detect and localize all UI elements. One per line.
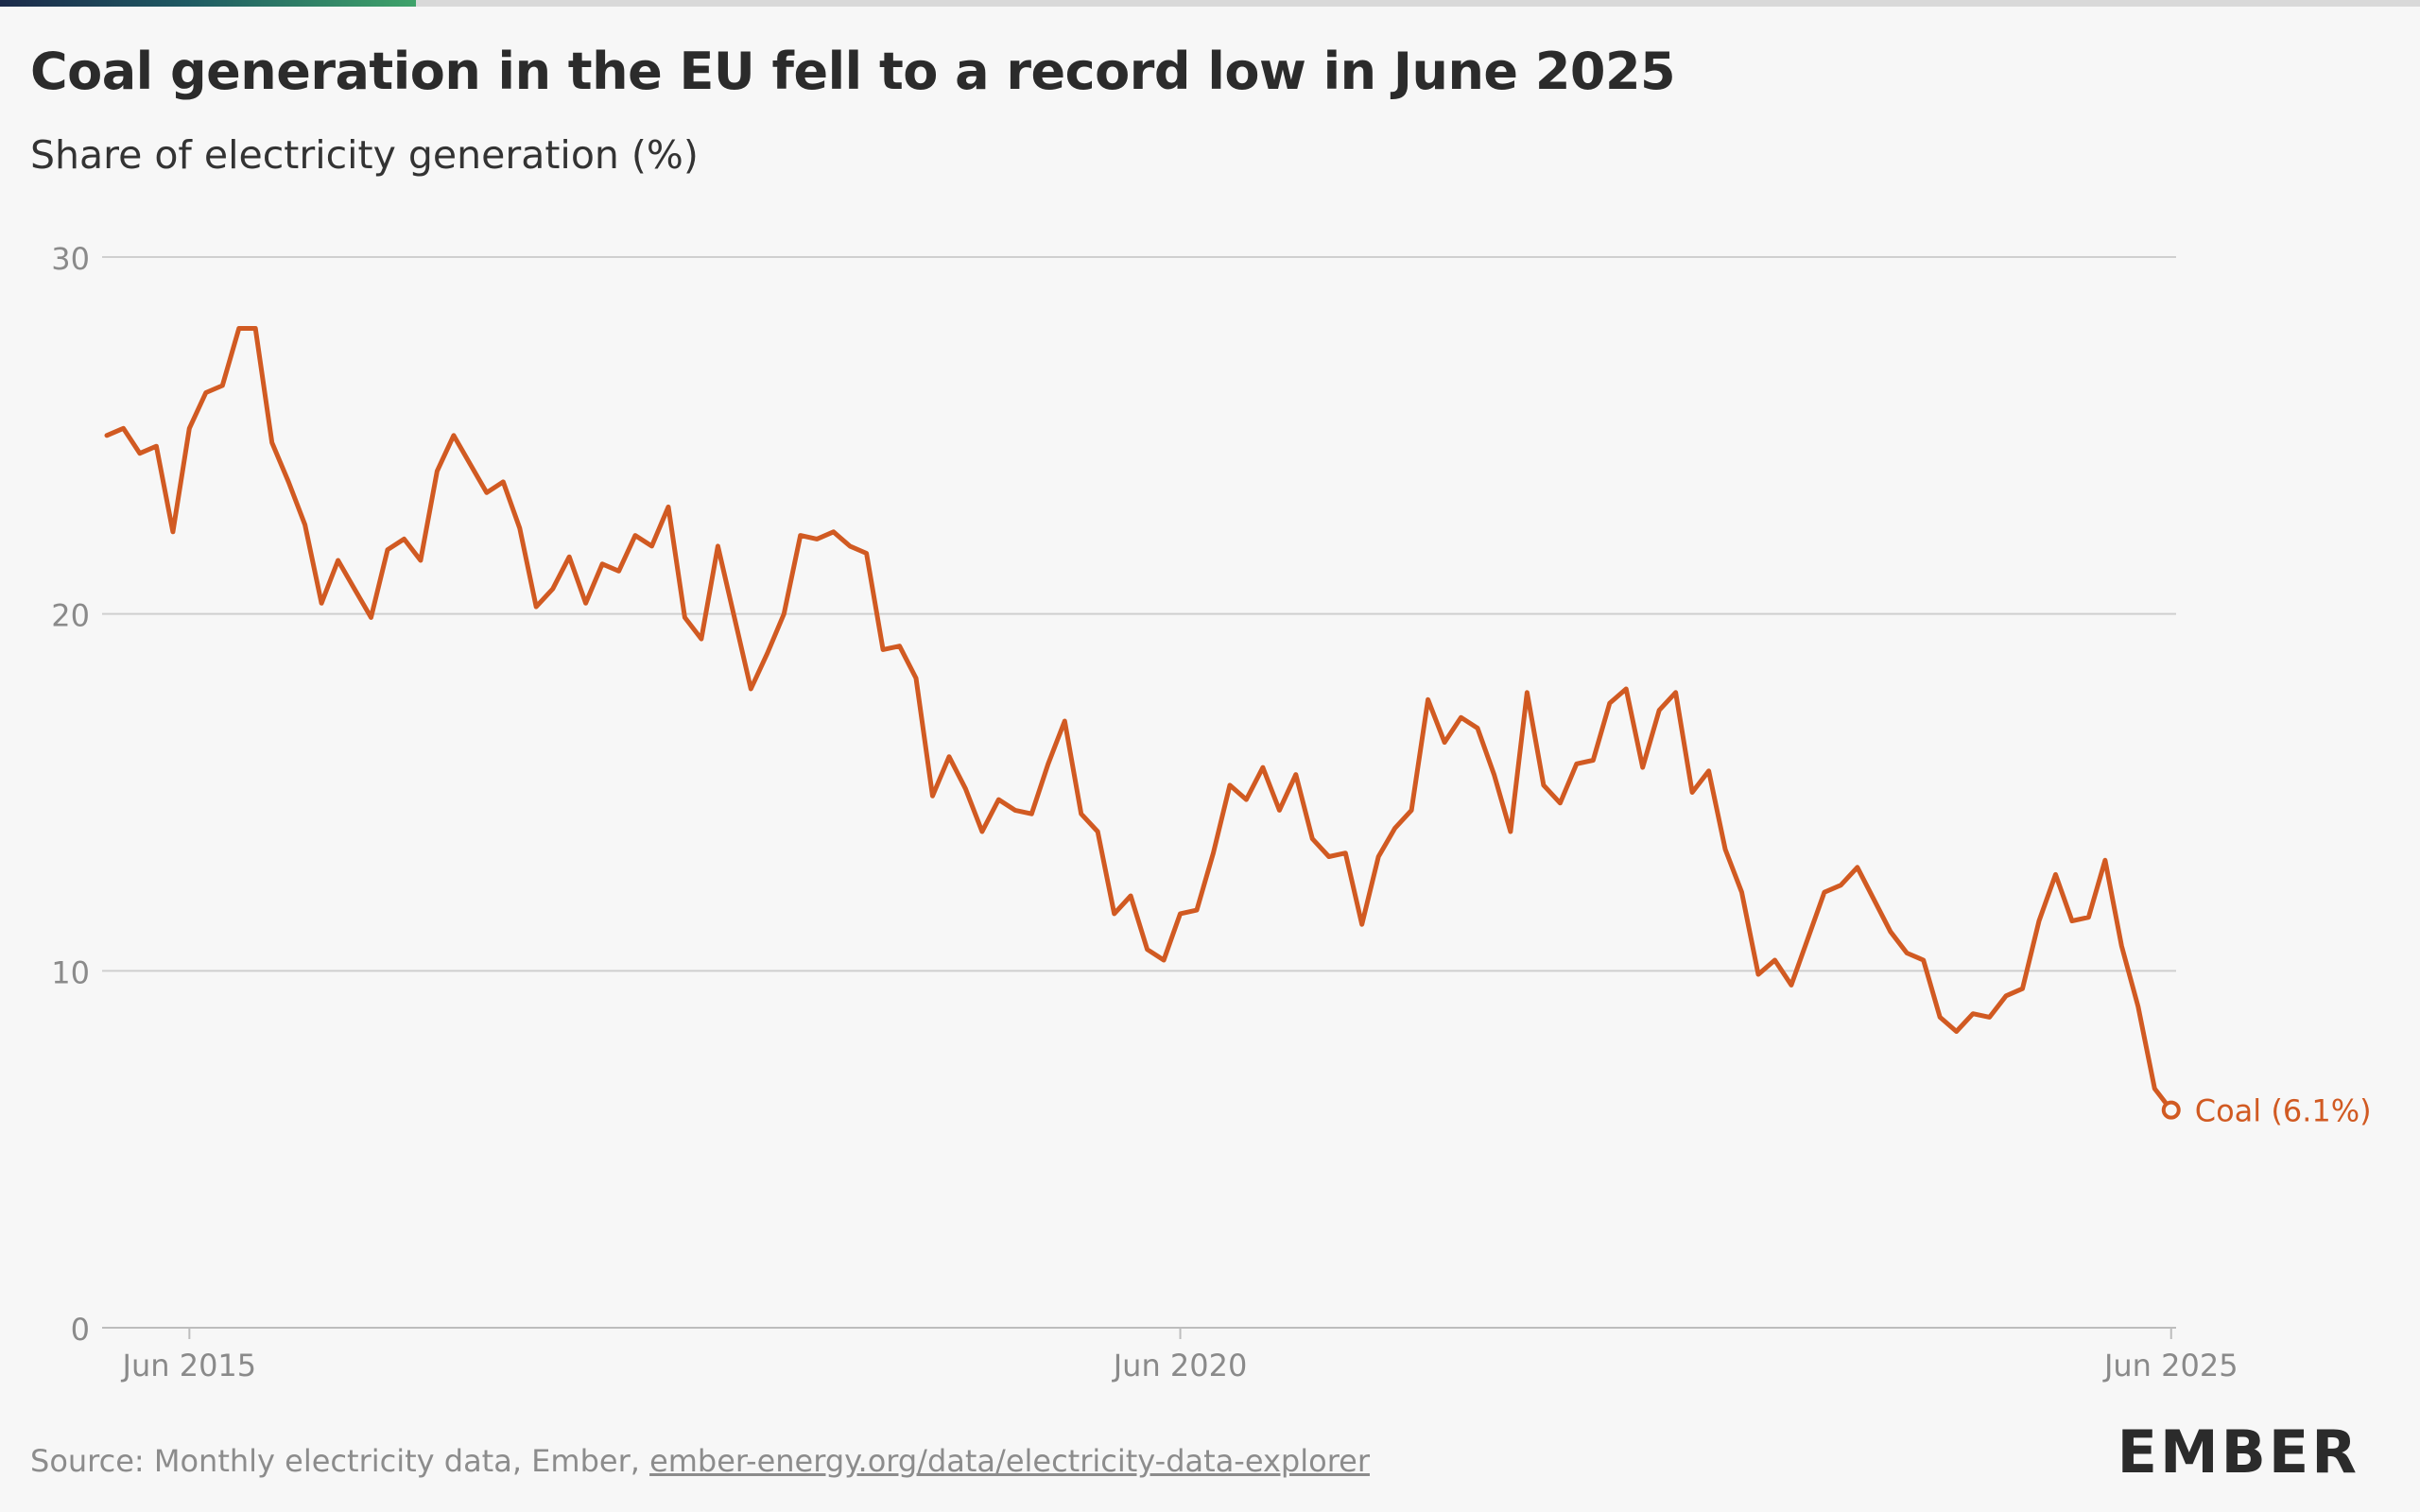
source-text: Source: Monthly electricity data, Ember, <box>30 1443 640 1479</box>
end-point-label: Coal (6.1%) <box>2195 1093 2372 1129</box>
axis-layer: 0 10 20 30 Jun 2015 Jun 2020 Jun 2025 <box>51 241 2238 1383</box>
y-tick-label: 0 <box>71 1312 90 1348</box>
source-link[interactable]: ember-energy.org/data/electricity-data-e… <box>649 1443 1370 1479</box>
x-tick-label: Jun 2015 <box>121 1348 257 1383</box>
grid-layer <box>102 256 2176 1329</box>
series-line-coal <box>104 326 2174 1113</box>
x-tick-label: Jun 2020 <box>1112 1348 1248 1383</box>
x-tick-label: Jun 2025 <box>2102 1348 2238 1383</box>
series-layer <box>104 326 2181 1120</box>
y-tick-label: 20 <box>51 598 90 634</box>
ember-logo: EMBER <box>2117 1418 2360 1486</box>
end-point-marker <box>2161 1100 2181 1120</box>
label-layer: Coal (6.1%) <box>2195 1093 2372 1129</box>
y-tick-label: 10 <box>51 954 90 990</box>
top-accent-bar <box>0 0 2420 7</box>
page-title: Coal generation in the EU fell to a reco… <box>30 42 1676 101</box>
page-subtitle: Share of electricity generation (%) <box>30 132 699 178</box>
y-tick-label: 30 <box>51 241 90 277</box>
source-note: Source: Monthly electricity data, Ember,… <box>30 1443 1370 1479</box>
top-accent-gradient <box>0 0 416 7</box>
